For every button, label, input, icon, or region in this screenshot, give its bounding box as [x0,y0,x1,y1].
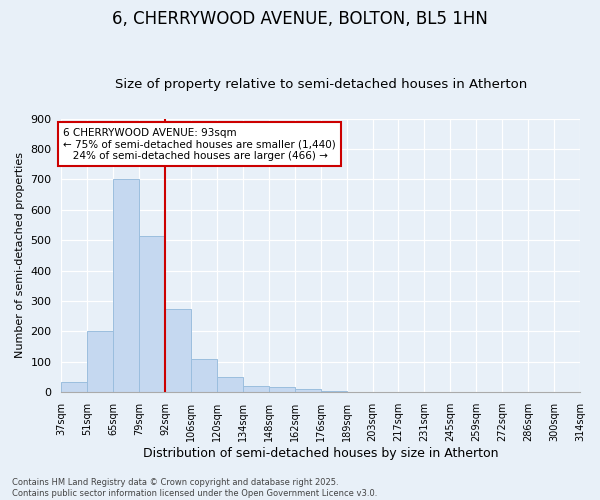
Text: 6 CHERRYWOOD AVENUE: 93sqm
← 75% of semi-detached houses are smaller (1,440)
   : 6 CHERRYWOOD AVENUE: 93sqm ← 75% of semi… [64,128,336,161]
Bar [88,332,113,392]
Bar [139,236,165,392]
Title: Size of property relative to semi-detached houses in Atherton: Size of property relative to semi-detach… [115,78,527,91]
Bar [217,377,243,392]
Y-axis label: Number of semi-detached properties: Number of semi-detached properties [15,152,25,358]
X-axis label: Distribution of semi-detached houses by size in Atherton: Distribution of semi-detached houses by … [143,447,499,460]
Bar [191,359,217,392]
Bar [243,386,269,392]
Text: Contains HM Land Registry data © Crown copyright and database right 2025.
Contai: Contains HM Land Registry data © Crown c… [12,478,377,498]
Bar [269,386,295,392]
Bar [165,308,191,392]
Bar [61,382,88,392]
Bar [295,389,321,392]
Text: 6, CHERRYWOOD AVENUE, BOLTON, BL5 1HN: 6, CHERRYWOOD AVENUE, BOLTON, BL5 1HN [112,10,488,28]
Bar [113,180,139,392]
Bar [321,390,347,392]
